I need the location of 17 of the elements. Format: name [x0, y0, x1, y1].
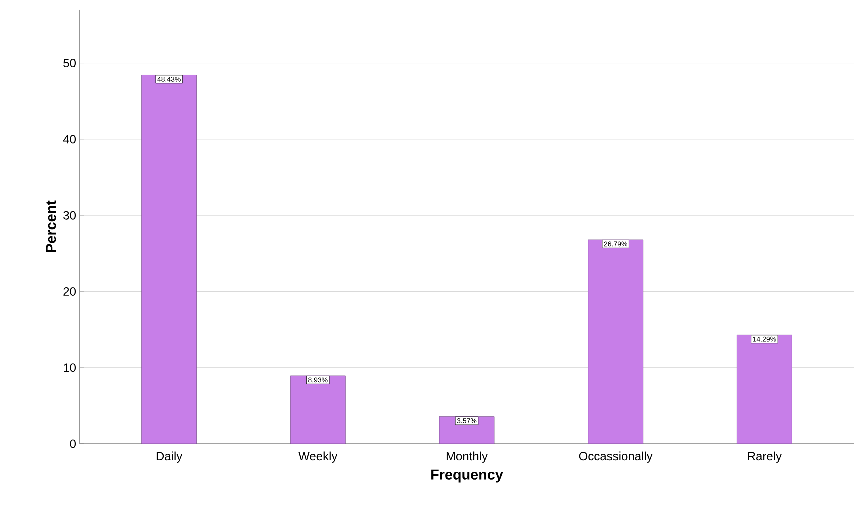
y-axis-title: Percent: [46, 200, 56, 252]
x-tick-label: Weekly: [298, 452, 338, 463]
bar: [588, 240, 644, 444]
y-tick-label: 30: [64, 211, 76, 220]
y-tick-label: 0: [70, 440, 76, 448]
x-tick-label: Daily: [156, 452, 183, 463]
y-tick-label: 20: [64, 287, 76, 296]
bar: [290, 376, 346, 444]
y-tick-label: 10: [64, 364, 76, 372]
bar: [142, 75, 198, 444]
x-tick-label: Rarely: [748, 452, 782, 463]
x-tick-label: Occassionally: [579, 452, 653, 463]
y-tick-label: 40: [63, 135, 76, 144]
bar: [736, 334, 792, 444]
x-tick-label: Monthly: [446, 452, 488, 463]
x-axis-title: Frequency: [432, 470, 504, 483]
y-tick-label: 50: [64, 59, 76, 68]
